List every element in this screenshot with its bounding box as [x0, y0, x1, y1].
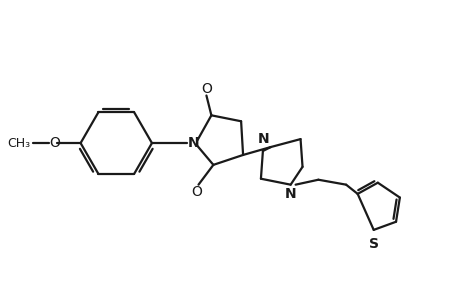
Text: CH₃: CH₃: [7, 136, 30, 150]
Text: S: S: [368, 237, 378, 251]
Text: O: O: [190, 184, 202, 199]
Text: O: O: [201, 82, 212, 96]
Text: O: O: [49, 136, 60, 150]
Text: N: N: [187, 136, 199, 150]
Text: N: N: [284, 187, 296, 201]
Text: N: N: [257, 132, 269, 146]
